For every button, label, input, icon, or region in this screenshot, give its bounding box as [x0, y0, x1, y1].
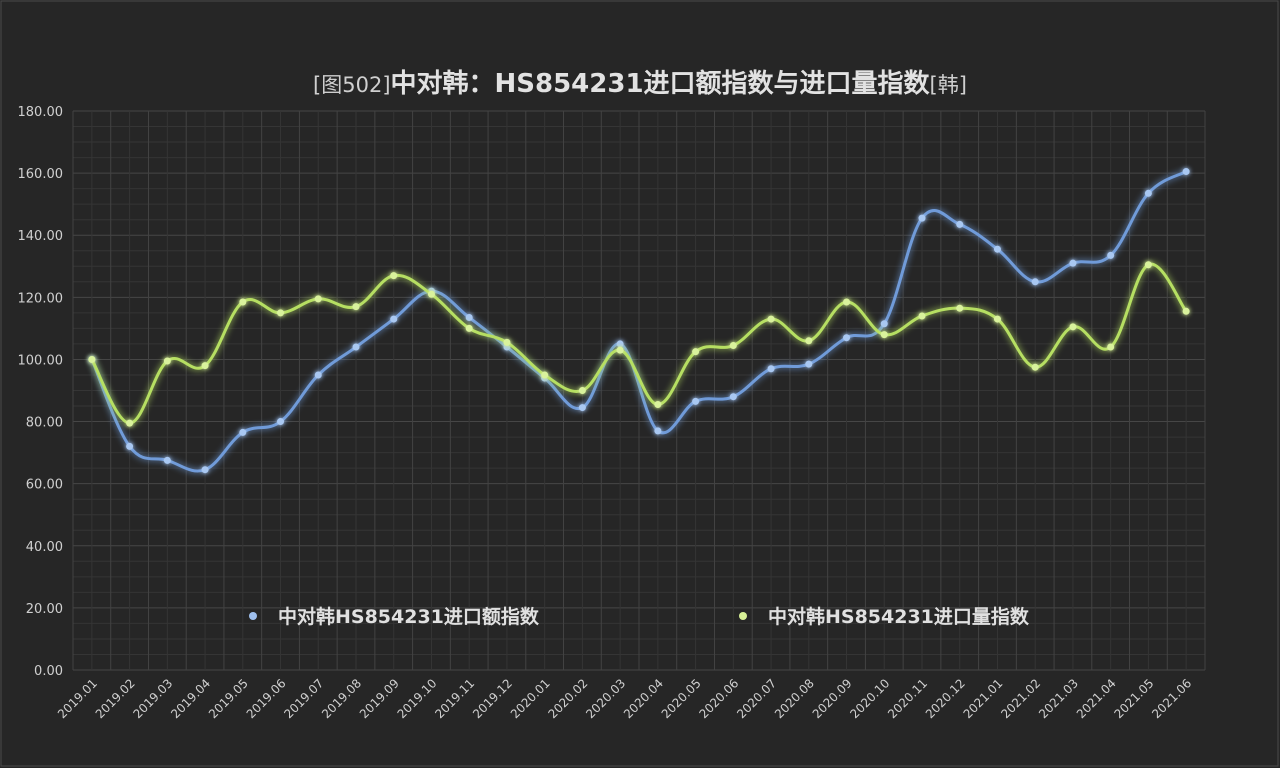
y-tick-label: 80.00 — [26, 416, 63, 431]
data-point — [277, 418, 285, 426]
data-point — [541, 371, 549, 379]
series-amount-index — [88, 168, 1190, 474]
data-point — [880, 331, 888, 339]
y-tick-label: 0.00 — [34, 664, 63, 679]
data-point — [465, 324, 473, 332]
data-point — [578, 404, 586, 412]
data-point — [390, 272, 398, 280]
series-volume-index — [88, 261, 1190, 427]
y-tick-label: 160.00 — [18, 167, 64, 182]
series-line — [90, 262, 1188, 425]
chart-title-suffix: [韩] — [930, 73, 967, 97]
y-tick-label: 60.00 — [26, 478, 63, 493]
data-point — [352, 303, 360, 311]
data-point — [352, 343, 360, 351]
y-axis-ticks: 0.00 20.00 40.00 60.00 80.00 100.00 120.00 140.… — [18, 105, 64, 679]
data-point — [1144, 189, 1152, 197]
data-point — [956, 304, 964, 312]
legend-label-volume-index: 中对韩HS854231进口量指数 — [768, 605, 1030, 628]
data-point — [1031, 278, 1039, 286]
data-point — [390, 315, 398, 323]
data-point — [729, 341, 737, 349]
data-point — [729, 393, 737, 401]
data-point — [465, 314, 473, 322]
legend-marker-volume-index — [739, 612, 747, 620]
data-point — [88, 355, 96, 363]
legend-entry-volume-index: 中对韩HS854231进口量指数 — [724, 605, 1030, 628]
y-tick-label: 20.00 — [26, 602, 63, 617]
legend-label-amount-index: 中对韩HS854231进口额指数 — [278, 605, 540, 628]
data-point — [918, 214, 926, 222]
data-point — [918, 312, 926, 320]
data-point — [126, 419, 134, 427]
data-point — [616, 346, 624, 354]
chart-title-main: 中对韩：HS854231进口额指数与进口量指数 — [391, 69, 931, 99]
data-point — [654, 400, 662, 408]
data-point — [993, 315, 1001, 323]
y-tick-label: 180.00 — [18, 105, 64, 120]
data-point — [654, 427, 662, 435]
data-point — [314, 371, 322, 379]
data-point — [805, 337, 813, 345]
data-point — [1182, 307, 1190, 315]
data-point — [692, 397, 700, 405]
data-point — [616, 340, 624, 348]
grid-lines — [72, 110, 1206, 671]
data-point — [692, 348, 700, 356]
chart-title: [图502]中对韩：HS854231进口额指数与进口量指数[韩] — [313, 69, 967, 99]
data-point — [880, 320, 888, 328]
data-point — [201, 362, 209, 370]
data-point — [163, 357, 171, 365]
data-point — [314, 295, 322, 303]
y-tick-label: 140.00 — [18, 229, 64, 244]
data-point — [1107, 251, 1115, 259]
y-tick-label: 120.00 — [18, 291, 64, 306]
data-point — [503, 338, 511, 346]
data-point — [843, 298, 851, 306]
chart-title-prefix: [图502] — [313, 73, 390, 97]
legend-entry-amount-index: 中对韩HS854231进口额指数 — [234, 605, 540, 628]
data-point — [578, 387, 586, 394]
data-point — [843, 334, 851, 342]
data-point — [767, 365, 775, 373]
y-tick-label: 40.00 — [26, 540, 63, 555]
data-point — [239, 298, 247, 306]
data-point — [1107, 343, 1115, 351]
data-point — [126, 442, 134, 450]
data-point — [239, 428, 247, 436]
data-point — [1144, 261, 1152, 269]
data-point — [201, 466, 209, 474]
series-layer — [88, 168, 1190, 474]
data-point — [956, 220, 964, 228]
data-point — [1031, 363, 1039, 371]
data-point — [993, 245, 1001, 253]
data-point — [1182, 168, 1190, 176]
data-point — [277, 309, 285, 317]
data-point — [1069, 323, 1077, 331]
data-point — [1069, 259, 1077, 267]
y-tick-label: 100.00 — [18, 353, 64, 368]
legend: 中对韩HS854231进口额指数 中对韩HS854231进口量指数 — [234, 605, 1030, 628]
data-point — [163, 456, 171, 464]
data-point — [805, 360, 813, 368]
legend-marker-amount-index — [249, 612, 257, 620]
data-point — [767, 315, 775, 323]
data-point — [427, 290, 435, 298]
